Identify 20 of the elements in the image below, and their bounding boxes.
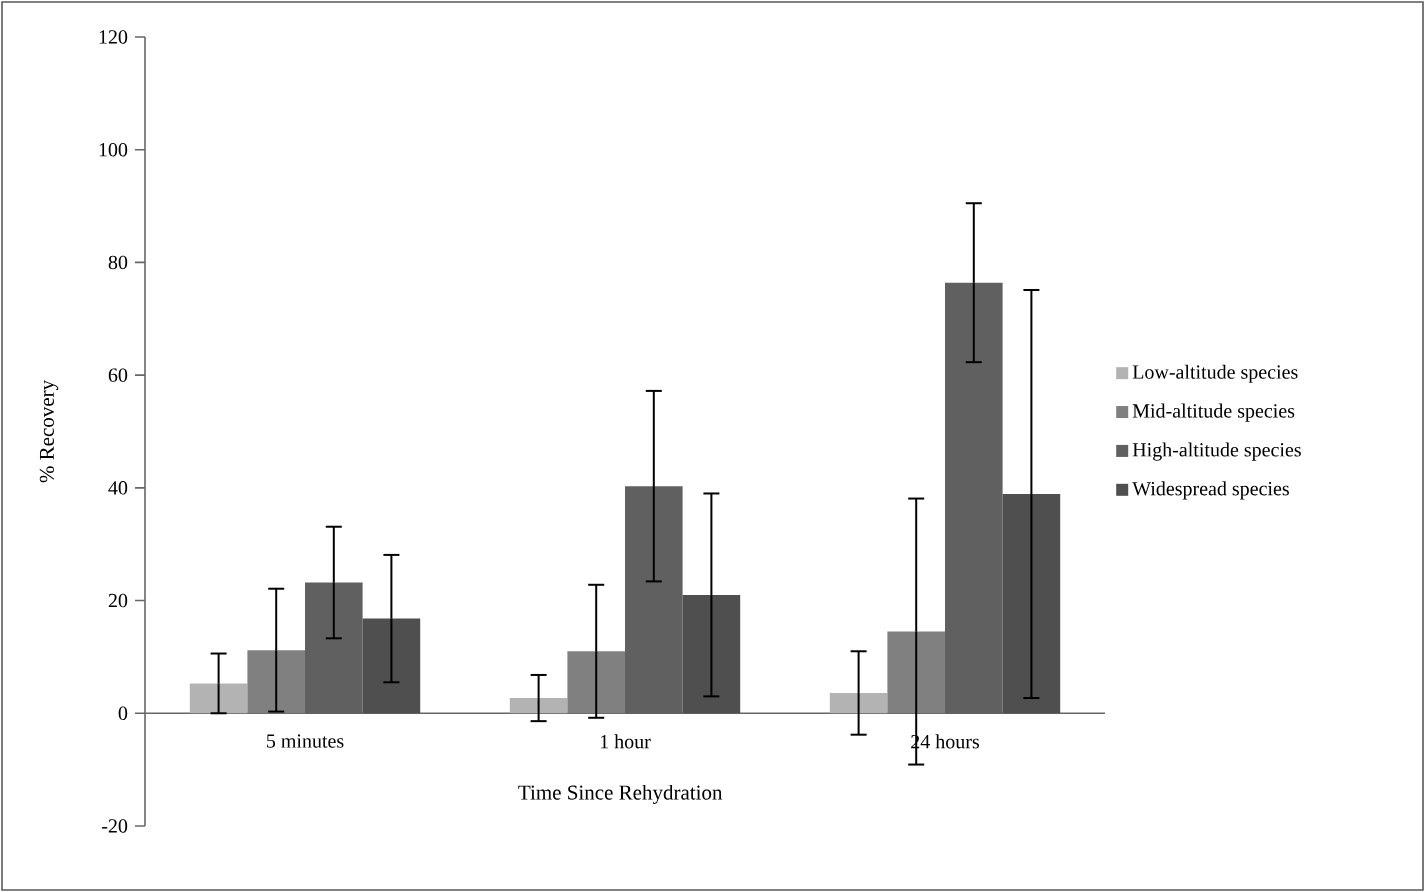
- x-tick-label: 5 minutes: [267, 734, 344, 748]
- y-tick-label: 40: [108, 481, 128, 495]
- y-tick-label: 20: [108, 593, 128, 608]
- y-tick-label: 0: [118, 706, 128, 721]
- bar: [509, 698, 568, 714]
- legend-label: Widespread species: [1132, 481, 1289, 500]
- bar: [829, 692, 888, 714]
- y-tick-label: 100: [99, 142, 128, 157]
- legend-label: Mid-altitude species: [1132, 403, 1295, 422]
- legend-label: Low-altitude species: [1132, 364, 1298, 383]
- y-tick-label: 60: [108, 368, 128, 382]
- y-axis-title: % Recovery: [39, 379, 59, 483]
- x-tick-label: 1 hour: [600, 734, 651, 749]
- x-axis-title: Time Since Rehydration: [518, 784, 723, 804]
- y-tick-label: -20: [102, 819, 128, 833]
- legend-label: High-altitude species: [1132, 442, 1301, 461]
- bar: [567, 651, 626, 714]
- y-tick-label: 80: [108, 255, 128, 270]
- y-tick-label: 120: [99, 30, 128, 44]
- bar: [887, 631, 945, 714]
